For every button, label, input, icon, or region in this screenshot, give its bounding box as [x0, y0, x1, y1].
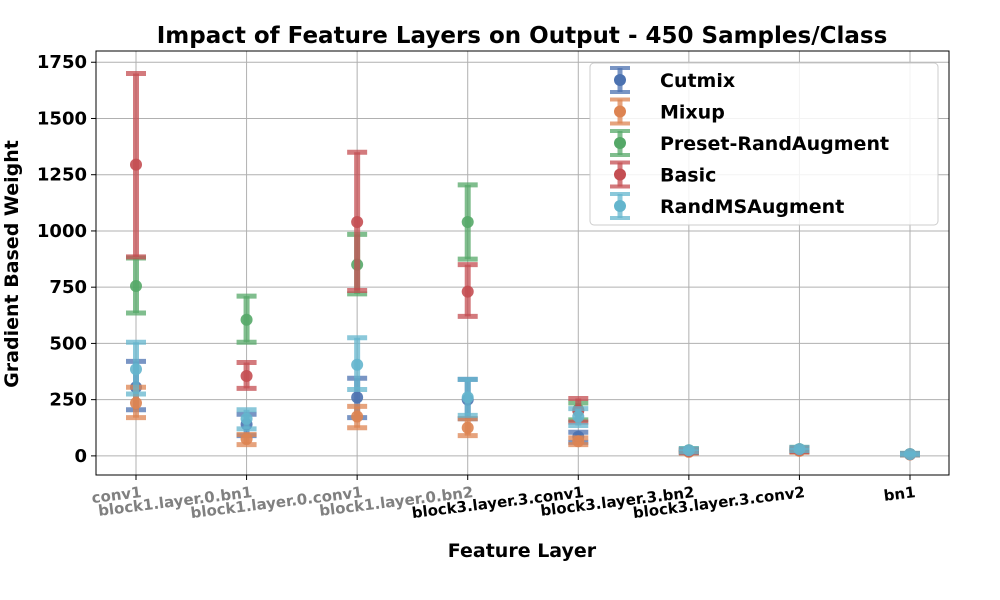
data-point: [572, 435, 585, 448]
legend-label: RandMSAugment: [660, 196, 844, 218]
y-tick-label: 0: [74, 446, 87, 467]
legend-item: RandMSAugment: [610, 192, 844, 220]
y-tick-label: 1500: [37, 108, 87, 129]
y-ticks: 0 250 500 750 1000 1250 1500 1750: [37, 52, 96, 467]
data-point: [130, 280, 142, 293]
data-point: [130, 363, 142, 376]
legend: Cutmix Mixup Preset-RandAugment Basic RandMS…: [589, 62, 939, 226]
data-point: [793, 443, 806, 456]
data-point: [682, 444, 695, 457]
data-point: [904, 448, 916, 461]
series-randmsaugment: [126, 335, 920, 461]
legend-box: [589, 62, 939, 226]
data-point: [351, 410, 364, 423]
data-point: [351, 391, 364, 404]
data-point: [572, 410, 585, 423]
legend-swatch-marker: [614, 200, 626, 212]
plot-frame: [95, 50, 950, 476]
y-axis-label: Gradient Based Weight: [1, 140, 23, 388]
legend-label: Mixup: [660, 102, 725, 124]
data-point: [461, 285, 474, 298]
legend-swatch-marker: [614, 137, 626, 149]
data-point: [240, 412, 253, 425]
x-tick-label: conv1: [91, 483, 143, 507]
data-point: [130, 397, 142, 410]
legend-label: Preset-RandAugment: [660, 133, 889, 155]
data-point: [461, 391, 474, 404]
data-point: [461, 215, 474, 228]
y-tick-label: 250: [49, 390, 87, 411]
legend-item: Basic: [610, 160, 716, 189]
legend-swatch-marker: [614, 74, 626, 86]
y-tick-label: 1750: [37, 52, 87, 73]
data-point: [130, 158, 142, 171]
data-point: [461, 421, 474, 434]
x-axis-label: Feature Layer: [448, 540, 597, 562]
legend-item: Cutmix: [610, 66, 735, 94]
y-tick-label: 750: [49, 277, 87, 298]
legend-label: Cutmix: [660, 70, 735, 92]
y-tick-label: 1250: [37, 165, 87, 186]
y-tick-label: 500: [49, 333, 87, 354]
data-point: [351, 358, 364, 371]
data-point: [240, 370, 253, 383]
data-point: [240, 433, 253, 446]
data-point: [351, 215, 364, 228]
legend-item: Mixup: [610, 97, 725, 126]
legend-item: Preset-RandAugment: [610, 129, 889, 157]
data-point: [240, 313, 253, 326]
x-tick-label: bn1: [883, 483, 917, 505]
legend-swatch-marker: [614, 105, 626, 118]
legend-swatch-marker: [614, 168, 626, 181]
plot-marks: [126, 70, 920, 461]
legend-label: Basic: [660, 165, 716, 187]
y-tick-label: 1000: [37, 221, 87, 242]
chart-title: Impact of Feature Layers on Output - 450…: [157, 23, 888, 49]
